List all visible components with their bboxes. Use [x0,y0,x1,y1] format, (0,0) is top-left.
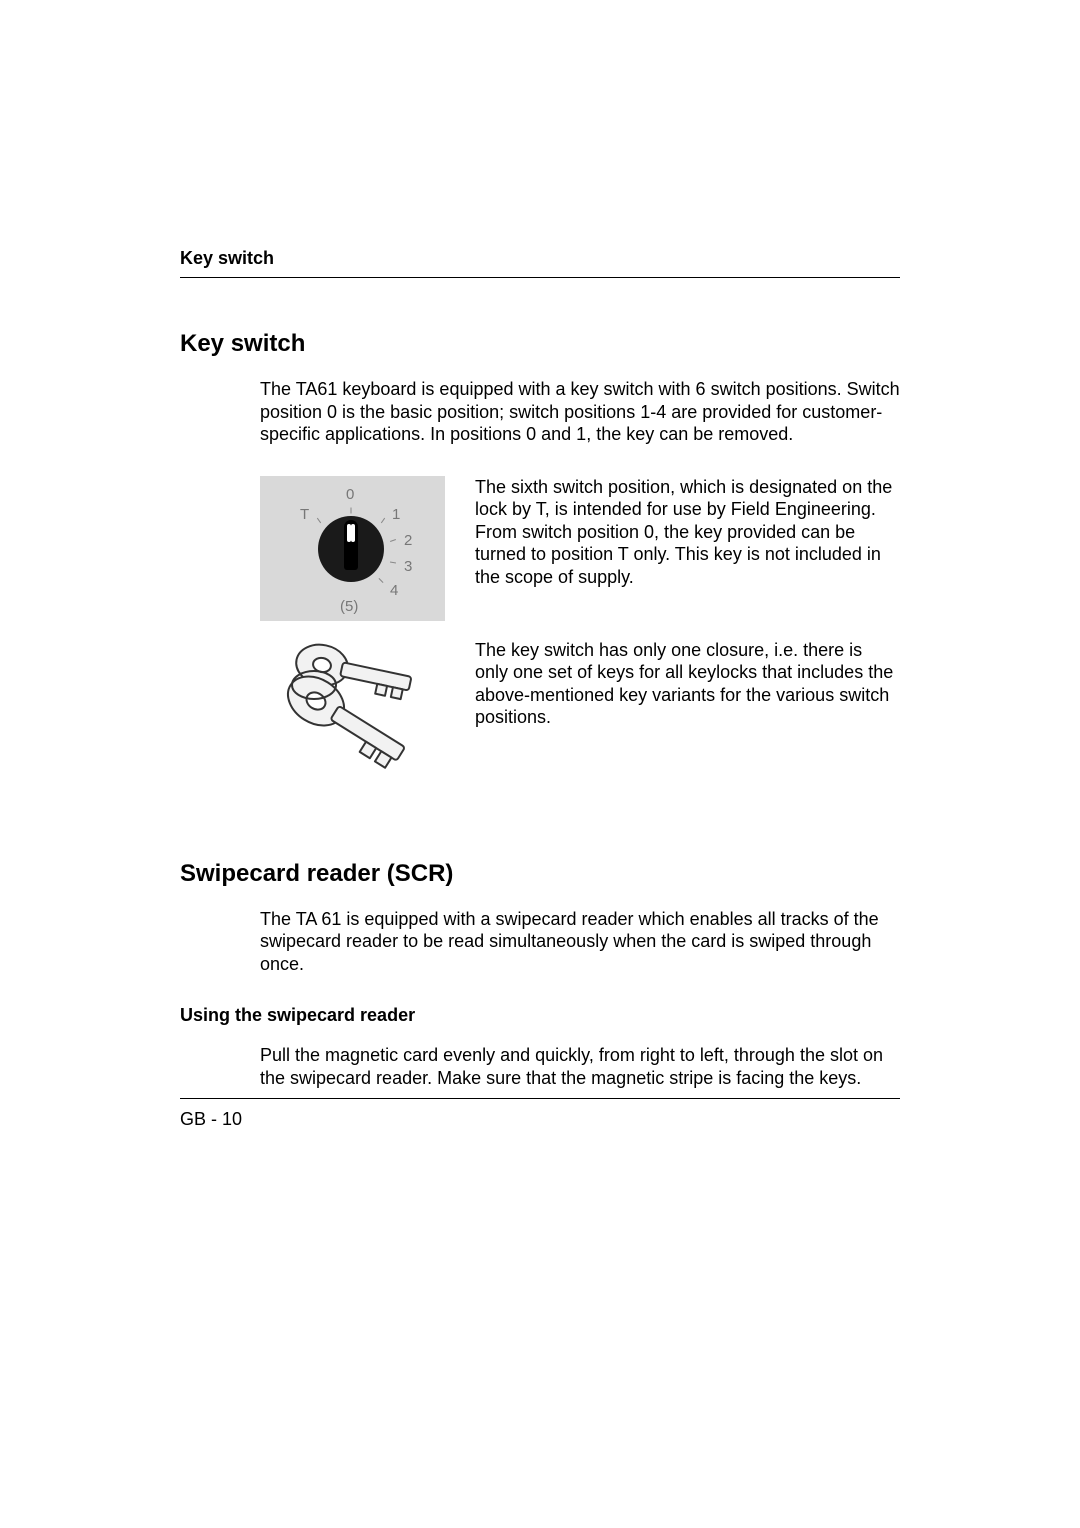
figure-row-dial: 0 T 1 2 3 4 (5) The sixth switch positio… [260,476,900,621]
keys-figure-text: The key switch has only one closure, i.e… [475,639,900,729]
dial-label-3: 3 [404,558,412,575]
footer-page-number: GB - 10 [180,1109,900,1130]
document-page: Key switch Key switch The TA61 keyboard … [0,0,1080,1528]
running-header: Key switch [180,248,900,269]
footer-rule [180,1098,900,1099]
dial-label-4: 4 [390,582,398,599]
dial-label-2: 2 [404,532,412,549]
key-switch-intro: The TA61 keyboard is equipped with a key… [260,378,900,446]
figure-row-keys: The key switch has only one closure, i.e… [260,639,900,804]
dial-figure-text: The sixth switch position, which is desi… [475,476,900,589]
scr-usage-text: Pull the magnetic card evenly and quickl… [260,1044,900,1089]
dial-label-t: T [300,506,309,523]
keys-icon [260,639,445,799]
dial-figure: 0 T 1 2 3 4 (5) [260,476,445,621]
section-title-key-switch: Key switch [180,330,900,358]
dial-label-0: 0 [346,486,354,503]
header-rule [180,277,900,278]
page-footer: GB - 10 [180,1090,900,1130]
dial-label-1: 1 [392,506,400,523]
section-title-scr: Swipecard reader (SCR) [180,860,900,888]
scr-intro: The TA 61 is equipped with a swipecard r… [260,908,900,976]
dial-label-5: (5) [340,598,358,615]
subsection-title-using-scr: Using the swipecard reader [180,1005,900,1026]
keys-figure [260,639,445,804]
